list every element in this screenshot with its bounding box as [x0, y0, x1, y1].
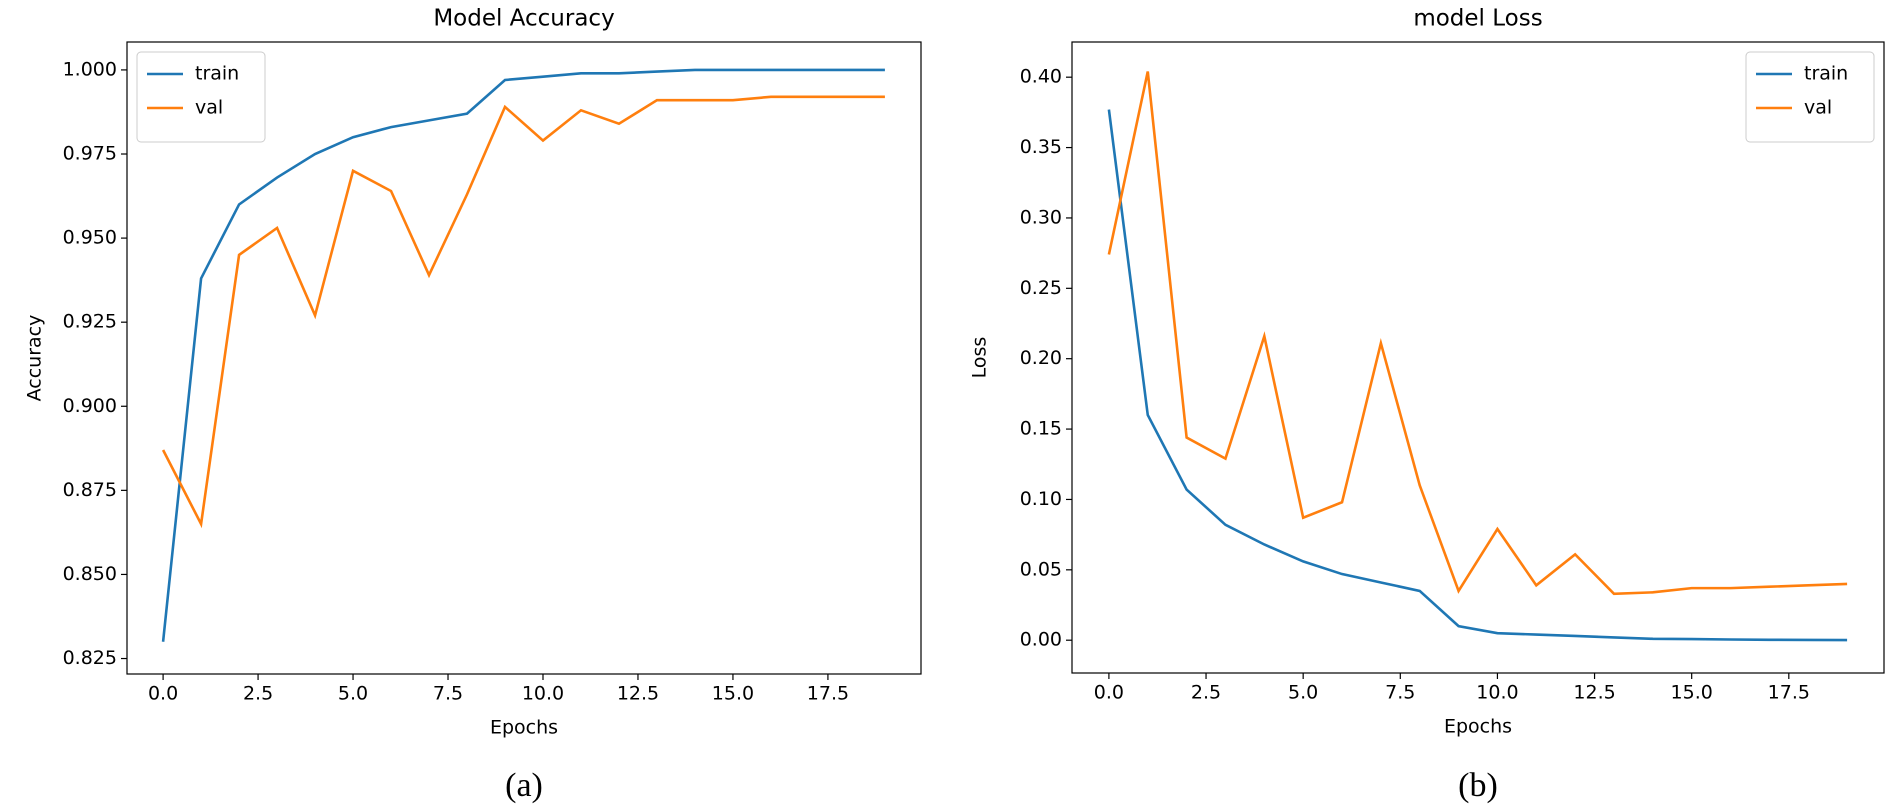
y-tick-label: 0.20	[1020, 347, 1062, 369]
chart-title: Model Accuracy	[433, 6, 614, 32]
plot-frame	[1071, 41, 1885, 674]
x-tick-label: 17.5	[807, 683, 849, 705]
x-tick-label: 2.5	[1191, 682, 1221, 704]
y-tick-label: 1.000	[63, 58, 117, 80]
series-line	[161, 95, 885, 529]
x-tick-label: 17.5	[1768, 682, 1810, 704]
x-tick-label: 15.0	[712, 683, 754, 705]
legend-label: train	[1804, 63, 1848, 85]
series-line	[1107, 71, 1848, 596]
x-tick-label: 10.0	[1476, 682, 1518, 704]
series-line	[1107, 109, 1848, 642]
y-tick-label: 0.825	[63, 647, 117, 669]
y-tick-label: 0.975	[63, 143, 117, 165]
x-tick-label: 0.0	[1094, 682, 1124, 704]
y-tick-label: 0.925	[63, 311, 117, 333]
chart: Model Accuracy (a) Epochs Accuracy 0.0 2.5 5.0…	[24, 6, 922, 804]
plot-frame	[126, 41, 922, 675]
legend-label: val	[195, 97, 223, 119]
y-tick-label: 0.40	[1020, 66, 1062, 88]
x-tick-label: 10.0	[522, 683, 564, 705]
x-axis-label: Epochs	[1444, 716, 1512, 738]
x-axis-label: Epochs	[490, 717, 558, 739]
x-tick-label: 5.0	[1288, 682, 1318, 704]
y-tick-label: 0.25	[1020, 277, 1062, 299]
x-tick-label: 0.0	[148, 683, 178, 705]
x-tick-label: 12.5	[617, 683, 659, 705]
chart-title: model Loss	[1413, 6, 1542, 32]
y-tick-label: 0.30	[1020, 206, 1062, 228]
legend-label: val	[1804, 97, 1832, 119]
y-tick-label: 0.10	[1020, 488, 1062, 510]
caption: (a)	[505, 767, 543, 804]
y-axis-label: Accuracy	[24, 315, 46, 402]
legend: train val	[1745, 51, 1875, 143]
y-tick-label: 0.850	[63, 563, 117, 585]
caption: (b)	[1458, 767, 1498, 804]
y-tick-label: 0.15	[1020, 418, 1062, 440]
series-line	[161, 68, 885, 642]
y-axis-label: Loss	[969, 337, 991, 379]
legend: train val	[136, 51, 266, 143]
x-tick-label: 12.5	[1573, 682, 1615, 704]
y-tick-label: 0.05	[1020, 558, 1062, 580]
y-tick-label: 0.900	[63, 395, 117, 417]
x-tick-label: 15.0	[1671, 682, 1713, 704]
chart: model Loss (b) Epochs Loss 0.0 2.5 5.0 7.5 10.0 1…	[969, 6, 1885, 804]
y-tick-label: 0.35	[1020, 136, 1062, 158]
x-tick-label: 2.5	[243, 683, 273, 705]
y-tick-label: 0.950	[63, 227, 117, 249]
y-tick-label: 0.875	[63, 479, 117, 501]
legend-label: train	[195, 63, 239, 85]
x-tick-label: 7.5	[433, 683, 463, 705]
x-tick-label: 5.0	[338, 683, 368, 705]
x-tick-label: 7.5	[1385, 682, 1415, 704]
y-tick-label: 0.00	[1020, 629, 1062, 651]
